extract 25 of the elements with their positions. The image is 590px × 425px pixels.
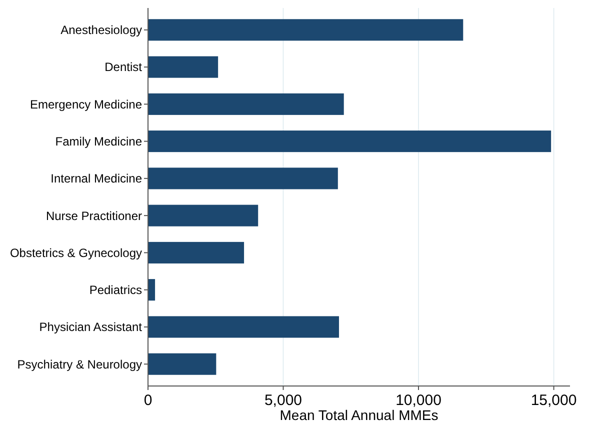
bar — [148, 56, 218, 78]
bar — [148, 19, 464, 41]
x-tick-label: 15,000 — [530, 392, 577, 409]
y-tick-label: Nurse Practitioner — [46, 208, 142, 223]
y-tick-label: Physician Assistant — [39, 320, 143, 334]
y-tick-label: Family Medicine — [55, 134, 142, 149]
x-tick-label: 5,000 — [264, 392, 302, 409]
x-tick-label: 0 — [144, 392, 152, 409]
y-tick-label: Anesthesiology — [60, 23, 142, 38]
y-tick-label: Pediatrics — [89, 283, 142, 298]
bar — [148, 316, 339, 338]
x-tick-label: 10,000 — [396, 392, 442, 409]
bar — [148, 130, 552, 152]
y-tick-label: Obstetrics & Gynecology — [10, 246, 142, 260]
y-tick-label: Emergency Medicine — [30, 97, 142, 112]
y-tick-label: Internal Medicine — [50, 172, 142, 186]
bar — [148, 204, 258, 226]
bar — [148, 279, 156, 301]
bar — [148, 353, 216, 375]
y-tick-label: Psychiatry & Neurology — [17, 357, 142, 372]
y-tick-label: Dentist — [104, 60, 143, 74]
bar — [148, 168, 338, 190]
bar — [148, 242, 244, 264]
bar — [148, 93, 344, 115]
x-axis-title: Mean Total Annual MMEs — [280, 407, 438, 423]
